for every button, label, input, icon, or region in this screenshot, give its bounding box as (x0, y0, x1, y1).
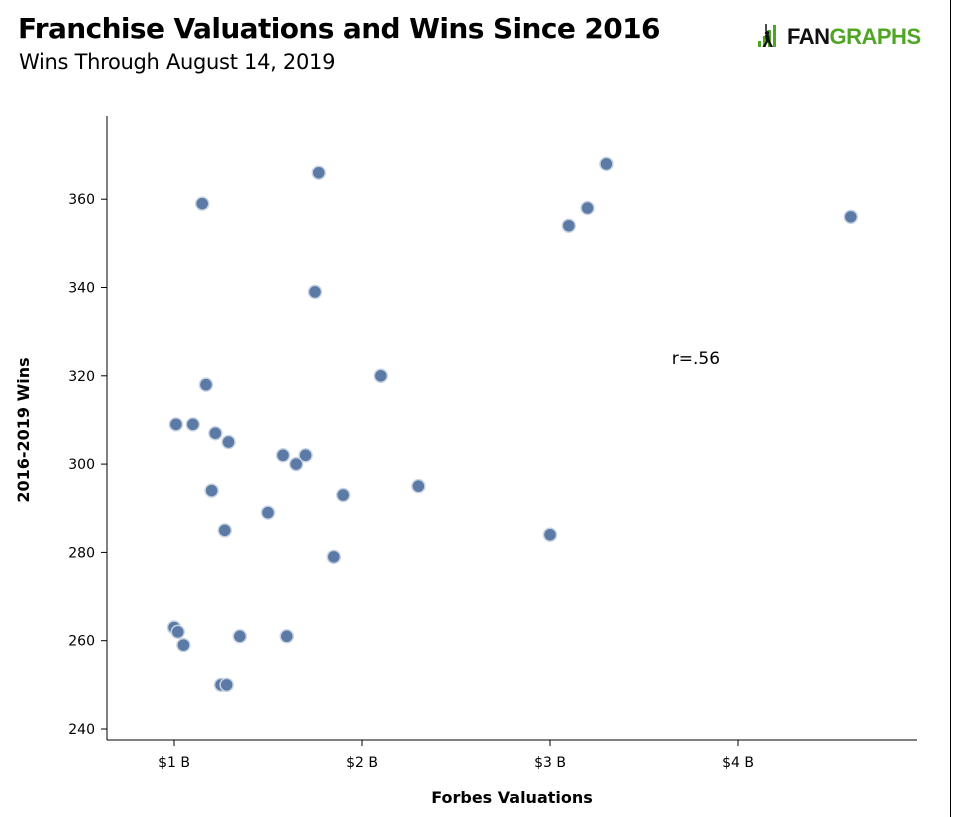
data-point (373, 368, 389, 384)
y-tick-label: 240 (68, 722, 95, 738)
data-point (217, 523, 233, 538)
data-point (542, 527, 558, 542)
chart-title: Franchise Valuations and Wins Since 2016 (18, 12, 661, 45)
x-tick-label: $4 B (722, 755, 754, 771)
data-point (561, 218, 577, 233)
fangraphs-logo[interactable]: FAN GRAPHS (757, 20, 921, 48)
data-point (208, 425, 223, 441)
data-point (260, 505, 276, 520)
y-tick-label: 320 (68, 369, 95, 385)
chart-subtitle: Wins Through August 14, 2019 (19, 50, 336, 74)
data-point (185, 417, 201, 432)
fangraphs-logo-icon (757, 22, 787, 48)
data-point (288, 456, 304, 472)
x-tick-label: $2 B (346, 755, 378, 771)
data-point (221, 434, 236, 450)
data-point (232, 629, 248, 644)
y-tick-label: 360 (68, 192, 95, 208)
logo-text-fan: FAN (787, 24, 830, 49)
data-point (298, 448, 313, 463)
data-point (275, 448, 291, 463)
y-axis-ticks: 240 260 280 300 320 340 360 (68, 192, 107, 738)
data-point (843, 209, 859, 225)
data-point (198, 377, 214, 392)
data-point (204, 483, 219, 498)
data-points (166, 156, 859, 693)
data-point (580, 200, 595, 216)
y-tick-label: 300 (68, 457, 95, 473)
data-point (219, 677, 234, 693)
x-tick-label: $3 B (534, 755, 566, 771)
data-point (170, 624, 186, 640)
x-axis-title: Forbes Valuations (431, 788, 593, 807)
data-point (279, 629, 295, 644)
data-point (307, 284, 323, 300)
data-point (311, 165, 327, 180)
data-point (176, 637, 191, 653)
y-tick-label: 280 (68, 545, 95, 561)
correlation-annotation: r=.56 (672, 349, 720, 369)
y-tick-label: 260 (68, 634, 95, 650)
right-border (950, 0, 951, 817)
logo-text-graphs: GRAPHS (829, 24, 922, 49)
y-tick-label: 340 (68, 281, 95, 297)
data-point (599, 156, 614, 172)
x-axis-ticks: $1 B $2 B $3 B $4 B (158, 740, 754, 771)
x-tick-label: $1 B (158, 755, 190, 771)
data-point (326, 549, 342, 565)
y-axis-title: 2016-2019 Wins (14, 357, 33, 502)
data-point (168, 417, 184, 432)
data-point (411, 478, 426, 494)
data-point (335, 487, 351, 503)
data-point (194, 196, 210, 211)
